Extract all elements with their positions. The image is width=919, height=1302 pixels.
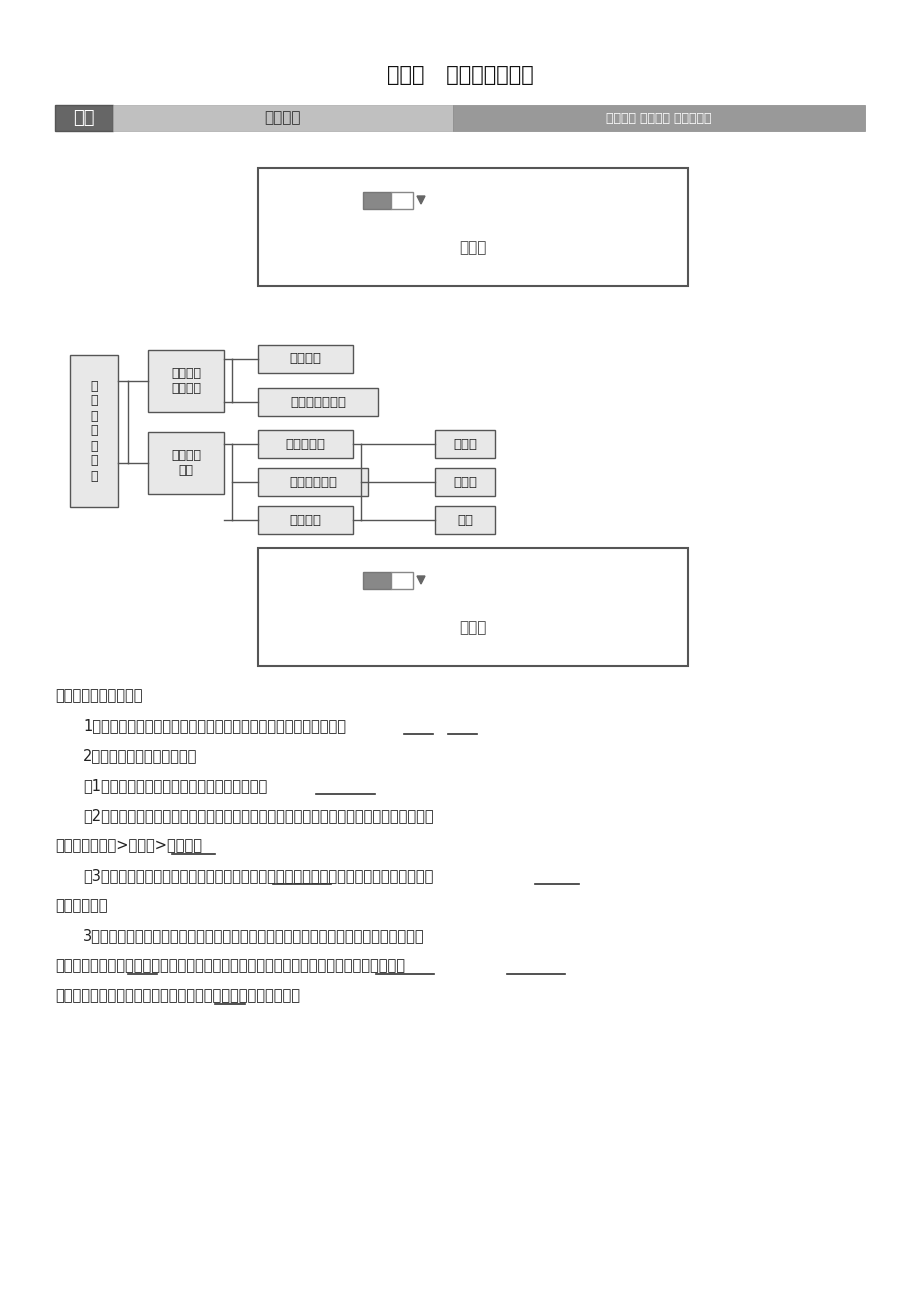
Text: 第一节   水污染及其成因: 第一节 水污染及其成因 [386, 65, 533, 85]
Bar [55, 105, 113, 132]
Text: 水质恶化、水体利用价值降低甚至丧失的现象，这就是水污染。: 水质恶化、水体利用价值降低甚至丧失的现象，这就是水污染。 [55, 988, 300, 1003]
Bar [148, 350, 223, 411]
Text: 治理水污染。: 治理水污染。 [55, 898, 108, 913]
Bar [257, 467, 368, 496]
Bar [113, 105, 452, 132]
Text: 石油泄漏: 石油泄漏 [289, 513, 321, 526]
Text: 天然水的
自净作用: 天然水的 自净作用 [171, 367, 200, 395]
Text: 然水体，并超过其自净能力，就会改变水和底泥的理化性质，改变水中生物群落组成，造成: 然水体，并超过其自净能力，就会改变水和底泥的理化性质，改变水中生物群落组成，造成 [55, 958, 404, 973]
Text: （3）意义：掌握不同水体的自净规律，充分利用水体的自净能力，以最经济的方法控制和: （3）意义：掌握不同水体的自净规律，充分利用水体的自净能力，以最经济的方法控制和 [83, 868, 433, 883]
Bar [391, 572, 413, 589]
Text: 1．环境的自净能力：环境对外来物质具有一定的消纳、同化能力。: 1．环境的自净能力：环境对外来物质具有一定的消纳、同化能力。 [83, 717, 346, 733]
Text: （1）分类：物理净化、化学净化、生物净化。: （1）分类：物理净化、化学净化、生物净化。 [83, 779, 267, 793]
Bar [435, 467, 494, 496]
Text: 污染物: 污染物 [452, 475, 476, 488]
Text: （2）天然水体自净能力比较：环境空间越大的水体自净能力越强，流速越快的水体自净能: （2）天然水体自净能力比较：环境空间越大的水体自净能力越强，流速越快的水体自净能 [83, 809, 433, 823]
Text: 基础过关: 基础过关 [265, 111, 301, 125]
Bar [257, 345, 353, 372]
Bar [257, 388, 378, 417]
Text: 水体富营养化: 水体富营养化 [289, 475, 336, 488]
Bar [257, 548, 687, 667]
Bar [257, 506, 353, 534]
Text: 水体污染
现象: 水体污染 现象 [171, 449, 200, 477]
Text: 净化能力与污染: 净化能力与污染 [289, 396, 346, 409]
Bar [435, 506, 494, 534]
Bar [363, 572, 391, 589]
Bar [435, 430, 494, 458]
Bar [452, 105, 864, 132]
Text: 污染源: 污染源 [452, 437, 476, 450]
Text: 2．天然水体净化作用的机理: 2．天然水体净化作用的机理 [83, 749, 198, 763]
Text: 力越强。河流水>湖泊水>地下水。: 力越强。河流水>湖泊水>地下水。 [55, 838, 202, 853]
Text: 记一记: 记一记 [459, 241, 486, 255]
Text: 水
污
染
及
其
成
因: 水 污 染 及 其 成 因 [90, 379, 97, 483]
Text: 重金属污染: 重金属污染 [285, 437, 325, 450]
Text: 分层设计 助学助记 认知更深刻: 分层设计 助学助记 认知更深刻 [606, 112, 711, 125]
Bar [257, 430, 353, 458]
Bar [257, 168, 687, 286]
Polygon shape [416, 575, 425, 585]
Text: 3．水污染：环境的自净能力是有限的，在一定的时间、空间范围内，如果污染物进入天: 3．水污染：环境的自净能力是有限的，在一定的时间、空间范围内，如果污染物进入天 [83, 928, 425, 943]
Bar [148, 432, 223, 493]
Bar [70, 355, 118, 506]
Bar [391, 191, 413, 210]
Text: 净化机理: 净化机理 [289, 353, 321, 366]
Text: 填一填: 填一填 [459, 621, 486, 635]
Text: 一测: 一测 [74, 109, 95, 128]
Text: 一、天然水的自净作用: 一、天然水的自净作用 [55, 687, 142, 703]
Bar [363, 191, 391, 210]
Text: 危害: 危害 [457, 513, 472, 526]
Polygon shape [416, 197, 425, 204]
